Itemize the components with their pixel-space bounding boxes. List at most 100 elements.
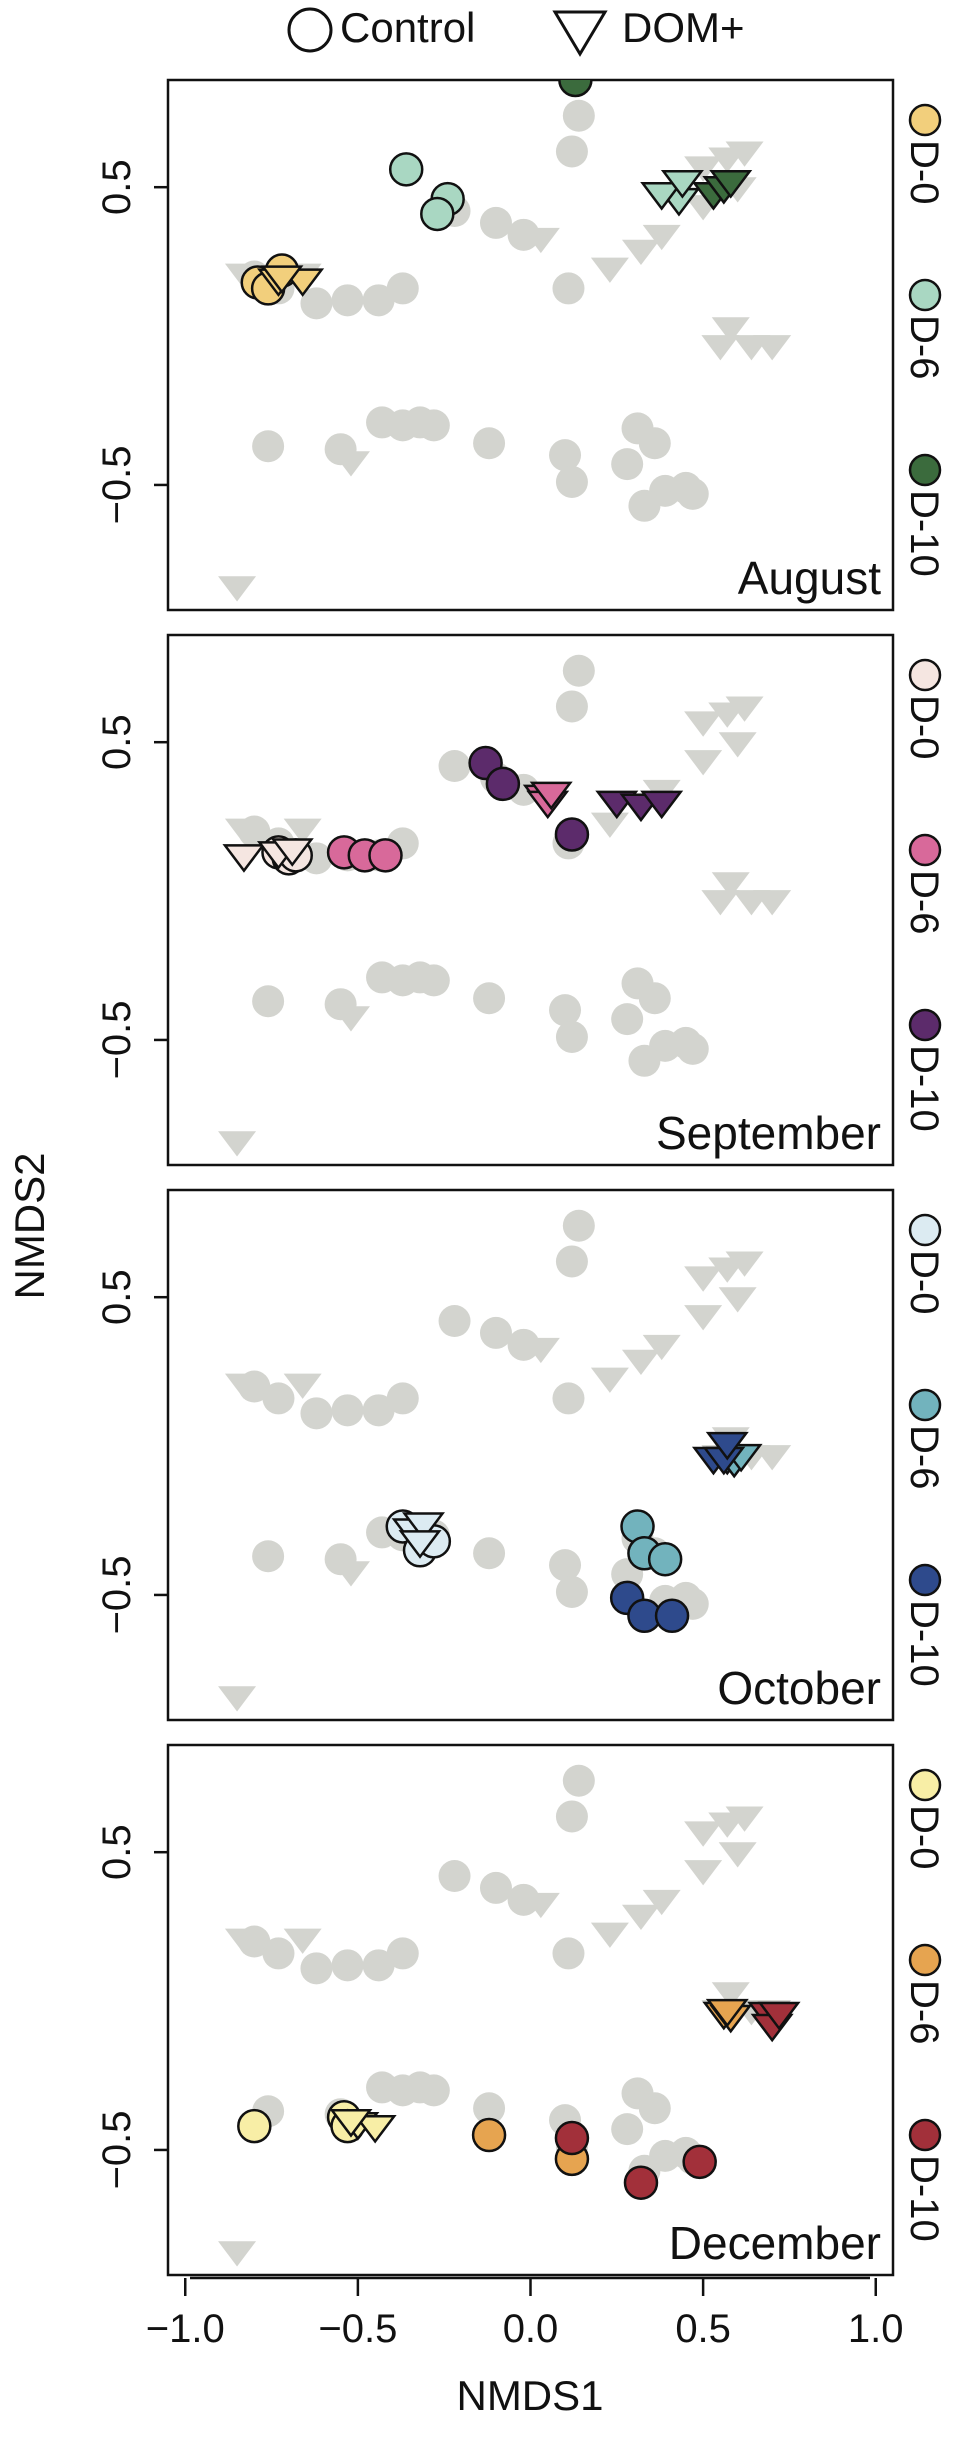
background-control-point (638, 427, 671, 460)
background-control-point (331, 1949, 364, 1982)
side-legend-d-10-label: D-10 (902, 1600, 946, 1687)
y-tick-label: −0.5 (95, 1555, 139, 1634)
background-dom-point (684, 1860, 723, 1886)
side-legend-d-10-label: D-10 (902, 2155, 946, 2242)
background-dom-point (621, 239, 660, 266)
background-dom-point (725, 1806, 764, 1832)
control-point-d-10 (485, 766, 521, 802)
background-dom-point (684, 1305, 723, 1331)
background-control-point (386, 1937, 419, 1970)
y-axis-label: NMDS2 (6, 1152, 53, 1299)
side-legend-d-6-label: D-6 (902, 1425, 946, 1489)
panel-october: 0.5 −0.5 October D-0 D-6 D-10 (95, 1188, 946, 1722)
dom-point-d-0 (329, 2108, 373, 2138)
background-dom-point (684, 1821, 723, 1847)
background-control-point (552, 1937, 585, 1970)
x-tick-label: 0.0 (503, 2307, 559, 2351)
month-label: December (669, 2217, 881, 2269)
panel-plot-area (218, 80, 792, 602)
y-tick-label: −0.5 (95, 1000, 139, 1079)
control-point-d-10 (623, 2165, 659, 2200)
background-control-point (638, 2092, 671, 2125)
background-dom-point (642, 224, 681, 251)
background-dom-point (718, 1287, 757, 1313)
background-dom-point (711, 317, 750, 343)
background-control-point (300, 1397, 333, 1430)
side-legend-d-6-label: D-6 (902, 315, 946, 379)
dom-point-d-6 (705, 1998, 749, 2028)
dom-point-d-0 (353, 2114, 397, 2144)
control-point-d-10 (558, 80, 593, 98)
background-control-point (611, 2113, 644, 2146)
side-legend-d-10-icon (908, 1563, 942, 1597)
background-dom-point (642, 1889, 681, 1916)
side-legend-d-6-icon (908, 833, 942, 867)
dom-point-d-0 (222, 844, 266, 873)
x-tick-label: 0.5 (675, 2307, 731, 2351)
panel-december: 0.5 −0.5 December D-0 D-6 D-10 (95, 1743, 946, 2277)
background-dom-point (642, 1334, 681, 1361)
background-dom-point (684, 156, 723, 182)
dom-point-d-10 (757, 2001, 801, 2031)
background-control-point (552, 272, 585, 305)
background-dom-point (224, 1373, 263, 1399)
background-dom-point (753, 335, 792, 361)
side-legend-d-0-icon (908, 1213, 942, 1247)
background-dom-point (590, 257, 629, 283)
background-control-point (479, 206, 512, 239)
side-legend-d-10-icon (908, 1008, 942, 1042)
y-tick-label: −0.5 (95, 445, 139, 524)
background-control-point (628, 1044, 661, 1077)
x-axis-label: NMDS1 (456, 2372, 603, 2419)
background-control-point (555, 1245, 588, 1278)
background-dom-point (684, 711, 723, 737)
background-control-point (438, 1305, 471, 1338)
background-dom-point (753, 890, 792, 916)
background-dom-point (725, 1251, 764, 1277)
side-legend-d-0-label: D-0 (902, 1805, 946, 1869)
side-legend-d-0-label: D-0 (902, 140, 946, 204)
side-legend-d-6-icon (908, 1388, 942, 1422)
background-dom-point (684, 750, 723, 776)
background-dom-point (701, 335, 740, 361)
side-legend-d-6-label: D-6 (902, 1980, 946, 2044)
y-tick-label: 0.5 (95, 1824, 139, 1880)
background-dom-point (283, 1373, 322, 1399)
background-control-point (676, 1032, 709, 1065)
control-point-d-6 (388, 152, 424, 187)
background-control-point (676, 477, 709, 510)
background-control-point (507, 1883, 540, 1916)
side-legend-d-10-icon (908, 453, 942, 487)
side-legend-d-0-label: D-0 (902, 695, 946, 759)
background-dom-point (283, 818, 322, 844)
legend-control-circle-icon (287, 7, 333, 53)
background-dom-point (711, 872, 750, 898)
background-control-point (611, 1003, 644, 1036)
x-axis: −1.0 −0.5 0.0 0.5 1.0 NMDS1 (146, 2276, 904, 2419)
y-tick-label: 0.5 (95, 1269, 139, 1325)
side-legend-d-0-icon (908, 1768, 942, 1802)
month-label: August (738, 552, 881, 604)
side-legend-d-0-icon (908, 658, 942, 692)
background-dom-point (521, 1337, 560, 1364)
background-control-point (473, 427, 506, 460)
background-dom-point (621, 1349, 660, 1376)
side-legend-d-10-label: D-10 (902, 490, 946, 577)
background-control-point (252, 1540, 285, 1573)
month-label: September (656, 1107, 881, 1159)
background-control-point (555, 1020, 588, 1053)
background-control-point (555, 465, 588, 498)
control-point-d-6 (471, 2117, 507, 2153)
dom-point-d-0 (260, 265, 304, 294)
background-control-point (555, 135, 588, 168)
month-label: October (717, 1662, 881, 1714)
background-control-point (417, 964, 450, 997)
legend-control-label: Control (340, 4, 475, 51)
background-control-point (473, 982, 506, 1015)
background-dom-point (218, 2241, 257, 2267)
dom-point-d-10 (705, 1431, 749, 1461)
side-legend-d-0-icon (908, 103, 942, 137)
background-dom-point (218, 1686, 257, 1712)
background-control-point (438, 750, 471, 783)
control-point-d-6 (368, 838, 403, 873)
